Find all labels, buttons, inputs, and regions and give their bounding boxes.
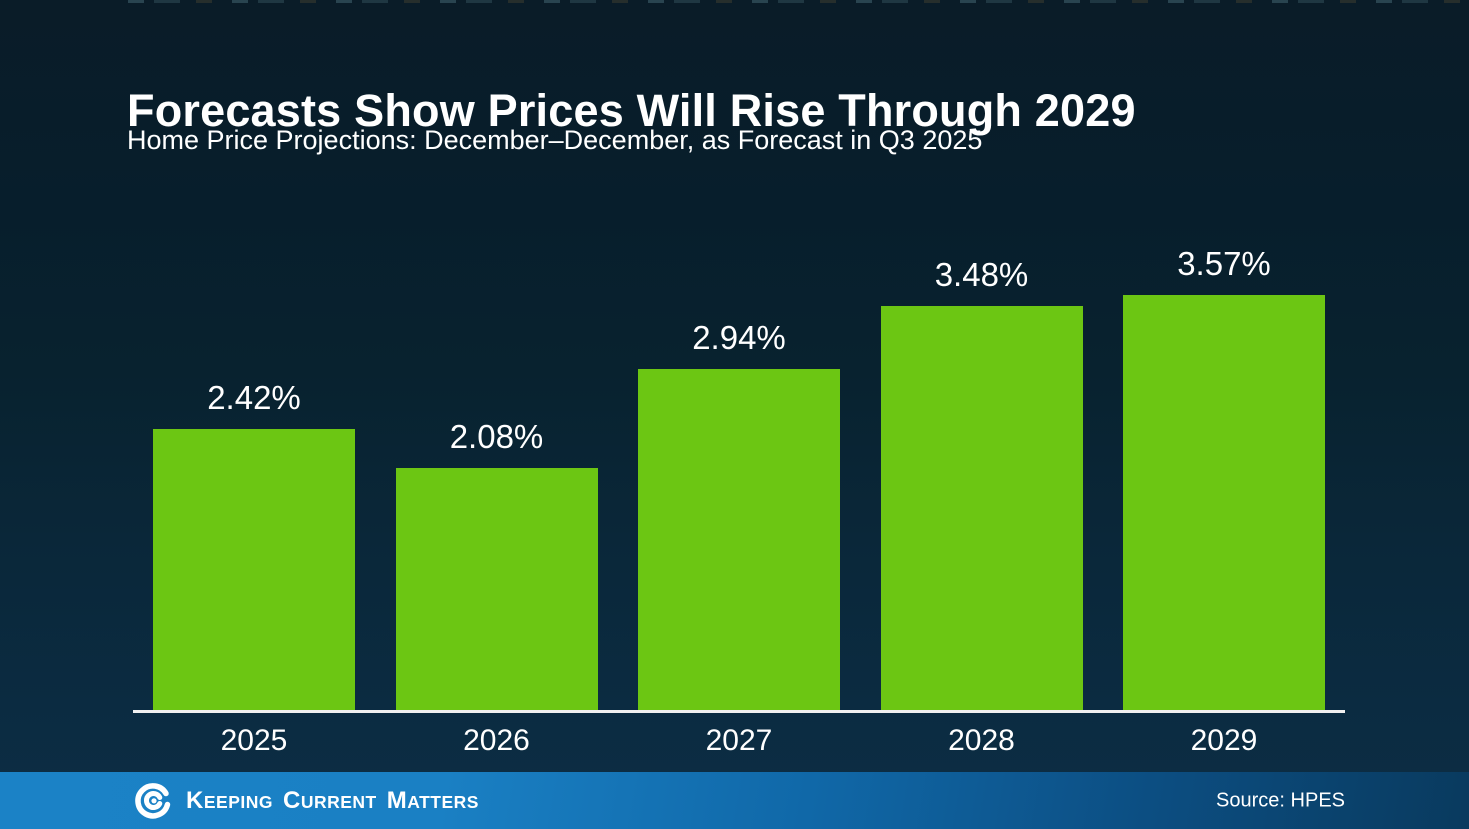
bar-group-2027: 2.94% xyxy=(638,319,840,710)
bars-container: 2.42% 2.08% 2.94% 3.48% 3.57% xyxy=(153,245,1325,710)
wordmark-rest: ATTERS xyxy=(407,791,479,812)
kcm-swirl-logo-icon xyxy=(135,782,171,819)
source-label: Source: HPES xyxy=(1216,789,1345,811)
bar-value-label: 2.08% xyxy=(449,418,544,456)
x-axis-tick-label: 2026 xyxy=(463,724,530,757)
bar-2027 xyxy=(638,369,840,710)
bar-value-label: 2.94% xyxy=(692,319,786,357)
wordmark-rest: EEPING xyxy=(203,791,273,812)
bar-2026 xyxy=(395,468,598,710)
bar-group-2028: 3.48% xyxy=(880,256,1083,710)
kcm-wordmark: KEEPING CURRENT MATTERS xyxy=(186,787,489,815)
wordmark-rest: URRENT xyxy=(300,791,377,812)
bar-2029 xyxy=(1123,295,1325,710)
wordmark-initial: C xyxy=(282,786,301,814)
bar-value-label: 3.57% xyxy=(1177,245,1271,283)
top-edge-clipped-text-remnant xyxy=(128,0,1461,3)
x-axis-tick-label: 2025 xyxy=(220,724,288,757)
x-axis-tick-label: 2029 xyxy=(1190,724,1258,757)
x-axis-tick-label: 2028 xyxy=(948,724,1015,757)
plot-area: 2.42% 2.08% 2.94% 3.48% 3.57% xyxy=(133,228,1345,713)
bar-2028 xyxy=(880,306,1083,710)
wordmark-initial: K xyxy=(186,786,204,814)
bar-group-2029: 3.57% xyxy=(1123,245,1325,710)
bar-2025 xyxy=(153,429,355,710)
x-axis-labels: 2025 2026 2027 2028 2029 xyxy=(133,724,1345,758)
x-axis-tick-label: 2027 xyxy=(705,724,773,757)
footer-bar: KEEPING CURRENT MATTERS Source: HPES xyxy=(0,772,1469,829)
chart-title: Forecasts Show Prices Will Rise Through … xyxy=(127,85,1136,137)
wordmark-initial: M xyxy=(386,786,408,814)
bar-value-label: 3.48% xyxy=(934,256,1029,294)
bar-group-2025: 2.42% xyxy=(153,379,355,710)
chart-subtitle: Home Price Projections: December–Decembe… xyxy=(127,125,983,155)
kcm-brand: KEEPING CURRENT MATTERS xyxy=(133,781,489,821)
bar-value-label: 2.42% xyxy=(207,379,301,417)
bar-group-2026: 2.08% xyxy=(395,418,598,710)
